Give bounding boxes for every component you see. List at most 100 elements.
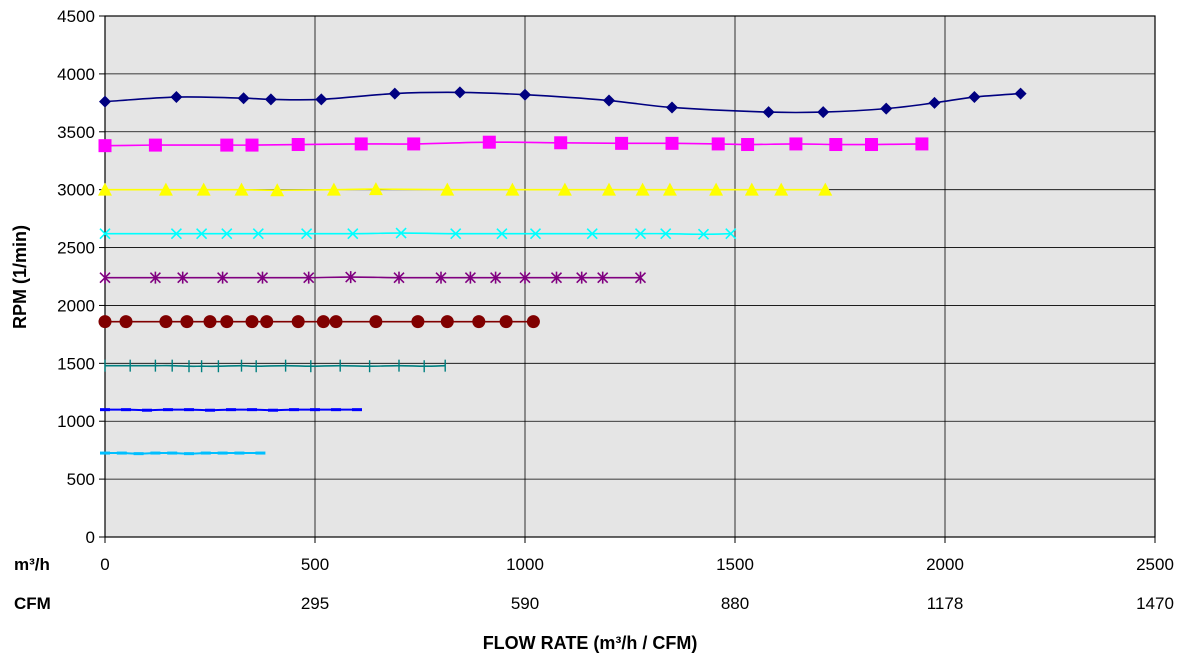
x-tick-label-cfm: 1470 [1136, 594, 1174, 613]
data-point-triangle [505, 182, 520, 196]
data-point-square [98, 139, 112, 153]
series-layer [98, 86, 1027, 456]
data-point-star [99, 271, 111, 284]
data-point-square [711, 137, 725, 151]
data-point-x [660, 228, 672, 240]
data-point-x [170, 228, 182, 240]
data-point-star [490, 271, 502, 284]
y-axis-ticks: 0 500 1000 1500 2000 2500 3000 3500 4000 4500 [57, 7, 105, 547]
data-point-star [149, 271, 161, 284]
x-unit-row1-values: 0 500 1000 1500 2000 2500 [100, 555, 1174, 574]
data-point-star [256, 271, 269, 284]
data-point-diamond [170, 91, 183, 104]
data-point-x [252, 228, 264, 240]
y-axis-title: RPM (1/min) [10, 225, 30, 329]
y-tick-label: 4500 [57, 7, 95, 26]
x-tick-label-m3h: 500 [301, 555, 329, 574]
series-5 [99, 271, 647, 284]
data-point-circle [411, 315, 425, 329]
data-point-star [303, 271, 315, 284]
data-point-circle [220, 315, 234, 329]
data-point-square [741, 138, 755, 152]
data-point-triangle [635, 182, 650, 196]
data-point-diamond [968, 91, 981, 104]
data-point-square [615, 136, 629, 150]
data-point-circle [291, 315, 305, 329]
y-tick-label: 1500 [57, 354, 95, 373]
data-point-star [519, 271, 531, 284]
data-point-star [217, 271, 229, 284]
y-tick-label: 500 [67, 470, 95, 489]
series-line [104, 451, 261, 455]
data-point-diamond [817, 106, 830, 119]
data-point-circle [526, 315, 540, 329]
data-point-x [395, 227, 407, 239]
x-axis-ticks [104, 537, 1156, 543]
data-point-square [220, 138, 234, 152]
data-point-triangle [557, 182, 572, 196]
data-point-diamond [99, 95, 111, 108]
series-line [105, 364, 446, 368]
data-point-triangle [196, 182, 211, 196]
data-point-star [550, 271, 563, 284]
x-tick-label-cfm: 295 [301, 594, 329, 613]
x-tick-label-cfm: 1178 [927, 594, 964, 613]
data-point-diamond [264, 93, 277, 106]
data-point-star [393, 271, 405, 284]
x-tick-label-m3h: 1000 [506, 555, 544, 574]
data-point-diamond [928, 96, 941, 109]
series-line [104, 276, 641, 279]
data-point-x [496, 228, 508, 240]
data-point-diamond [388, 87, 401, 100]
data-point-square [148, 138, 162, 152]
y-tick-label: 3500 [57, 123, 95, 142]
data-point-circle [245, 315, 259, 329]
data-point-square [554, 136, 568, 150]
x-tick-label-m3h: 0 [100, 555, 109, 574]
x-unit-row2-label: CFM [14, 594, 51, 613]
data-point-star [345, 271, 357, 284]
data-point-diamond [666, 101, 678, 114]
series-8 [100, 408, 362, 412]
data-point-x [529, 228, 542, 240]
series-1 [99, 86, 1027, 119]
series-7 [104, 359, 446, 373]
data-point-square [354, 137, 368, 151]
data-point-square [407, 137, 421, 151]
data-point-circle [260, 315, 274, 329]
data-point-diamond [603, 94, 615, 107]
x-tick-label-m3h: 2500 [1136, 555, 1174, 574]
x-tick-label-cfm: 590 [511, 594, 539, 613]
data-point-x [347, 228, 359, 240]
data-point-circle [98, 315, 112, 329]
data-point-triangle [602, 182, 616, 196]
series-9 [100, 451, 266, 456]
x-unit-row1-label: m³/h [14, 555, 50, 574]
data-point-square [829, 138, 843, 152]
data-point-triangle [709, 182, 724, 196]
data-point-square [482, 135, 496, 149]
data-point-x [697, 228, 710, 240]
data-point-x [196, 228, 208, 240]
series-line [105, 232, 731, 236]
data-point-triangle [368, 182, 383, 196]
data-point-circle [203, 315, 217, 329]
data-point-triangle [326, 182, 341, 196]
y-tick-label: 2500 [57, 239, 95, 258]
data-point-diamond [1014, 87, 1027, 100]
y-tick-label: 4000 [57, 65, 95, 84]
data-point-star [597, 271, 609, 284]
data-point-square [915, 137, 929, 151]
data-point-circle [119, 315, 133, 329]
data-point-circle [180, 315, 194, 329]
data-point-triangle [234, 182, 249, 196]
data-point-circle [369, 315, 383, 329]
data-point-circle [499, 315, 513, 329]
y-tick-label: 2000 [57, 296, 95, 315]
x-axis-title: FLOW RATE (m³/h / CFM) [483, 633, 698, 653]
data-point-square [865, 138, 878, 152]
x-tick-label-cfm: 880 [721, 594, 749, 613]
x-unit-row2-values: 295 590 880 1178 1470 [301, 594, 1174, 613]
data-point-star [634, 271, 647, 284]
